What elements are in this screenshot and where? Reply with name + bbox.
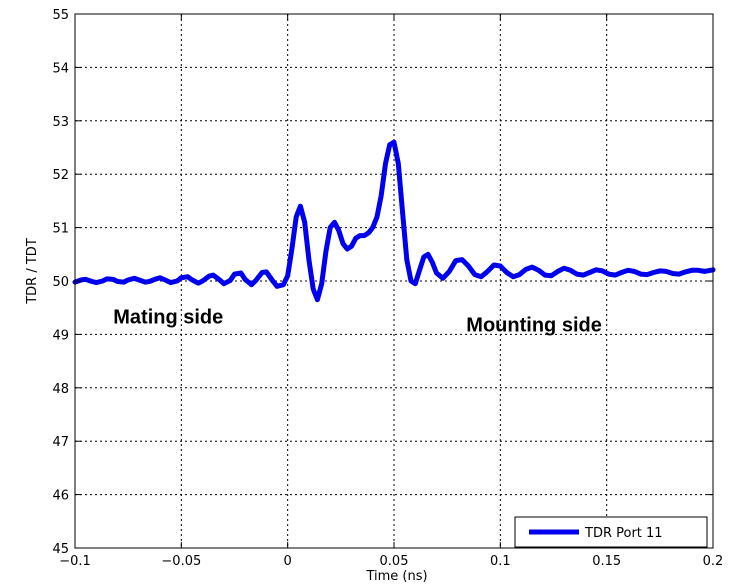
y-axis-label: TDR / TDT <box>25 238 40 305</box>
x-axis-label: Time (ns) <box>365 569 427 584</box>
tick-marks <box>74 13 714 549</box>
x-tick-label: −0.05 <box>161 554 201 569</box>
y-tick-label: 54 <box>52 61 69 76</box>
legend-label: TDR Port 11 <box>584 526 663 541</box>
x-tick-label: −0.1 <box>59 554 91 569</box>
annotation-mounting-side: Mounting side <box>466 315 602 337</box>
grid <box>75 14 713 548</box>
y-tick-label: 55 <box>52 8 69 23</box>
x-tick-label: 0.15 <box>592 554 621 569</box>
y-tick-label: 49 <box>52 328 69 343</box>
x-tick-label: 0.2 <box>703 554 724 569</box>
y-tick-label: 45 <box>52 542 69 557</box>
x-tick-label: 0 <box>284 554 292 569</box>
y-tick-label: 53 <box>52 115 69 130</box>
annotation-mating-side: Mating side <box>113 307 223 329</box>
y-tick-label: 51 <box>52 222 69 237</box>
series-layer <box>72 139 716 303</box>
series-line-tdr-port-11 <box>72 139 716 303</box>
y-tick-label: 52 <box>52 168 69 183</box>
tick-labels: −0.1 −0.05 0 0.05 0.1 0.15 0.2 45 46 47 48 49 50 51 52… <box>52 8 723 569</box>
y-tick-label: 48 <box>52 382 69 397</box>
legend: TDR Port 11 <box>514 516 708 548</box>
y-tick-label: 50 <box>52 275 69 290</box>
x-tick-label: 0.05 <box>380 554 409 569</box>
y-tick-label: 47 <box>52 435 69 450</box>
y-tick-label: 46 <box>52 489 69 504</box>
x-tick-label: 0.1 <box>490 554 511 569</box>
